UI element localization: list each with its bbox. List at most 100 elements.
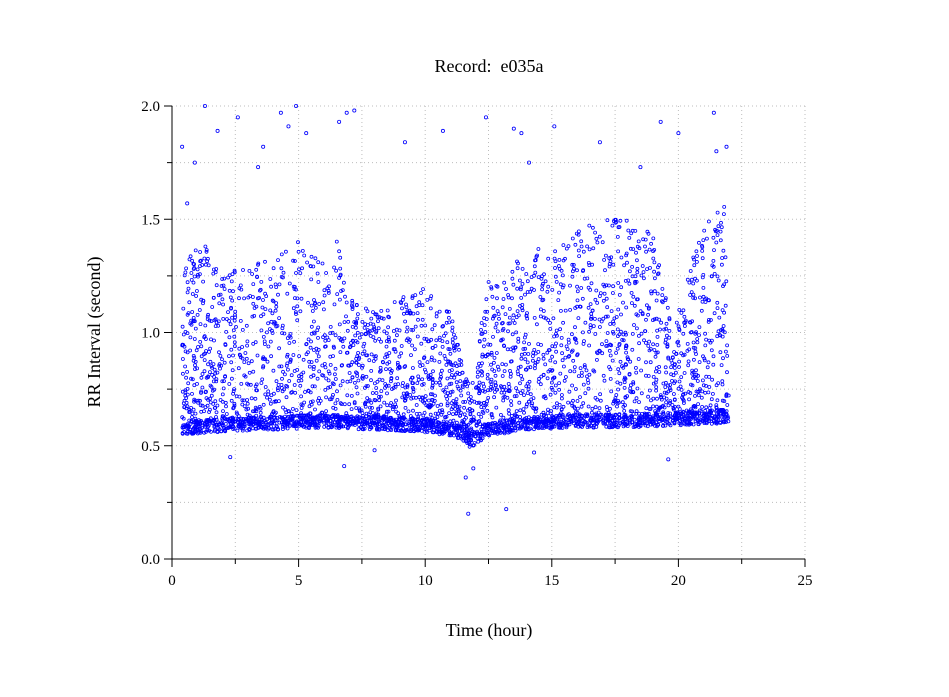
data-point	[298, 383, 303, 388]
data-point	[670, 403, 675, 407]
data-point	[554, 279, 559, 284]
data-point	[494, 405, 499, 410]
data-point	[709, 410, 714, 414]
data-point	[338, 350, 343, 355]
data-point	[630, 228, 635, 233]
data-point	[583, 419, 587, 424]
data-point	[221, 316, 226, 321]
data-point	[489, 286, 494, 291]
outlier-point	[286, 124, 291, 129]
data-point	[193, 326, 198, 331]
data-point	[557, 402, 562, 407]
data-point	[301, 418, 306, 423]
data-point	[414, 422, 419, 427]
data-point	[503, 312, 508, 317]
data-point	[617, 225, 622, 229]
data-point	[371, 322, 376, 327]
data-point	[721, 324, 726, 328]
data-point	[662, 416, 667, 421]
data-point	[651, 256, 656, 261]
data-point	[669, 365, 673, 370]
data-point	[510, 296, 514, 301]
data-point	[240, 345, 245, 349]
data-point	[511, 313, 516, 318]
data-point	[312, 415, 317, 420]
data-point	[567, 340, 571, 345]
data-point	[269, 284, 274, 289]
data-point	[326, 290, 331, 295]
data-point	[674, 411, 678, 416]
data-point	[267, 397, 272, 402]
data-point	[550, 287, 555, 292]
data-point	[515, 259, 519, 264]
data-point	[482, 405, 487, 410]
data-point	[454, 424, 459, 429]
data-point	[246, 295, 251, 300]
data-point	[378, 404, 383, 409]
data-point	[721, 408, 725, 413]
data-point	[428, 372, 433, 377]
data-point	[536, 357, 541, 362]
data-point	[509, 399, 513, 404]
data-point	[694, 249, 699, 254]
data-point	[397, 415, 402, 420]
data-point	[494, 321, 499, 326]
data-point	[354, 360, 359, 365]
data-point	[350, 324, 355, 329]
data-point	[701, 294, 706, 299]
data-point	[263, 259, 267, 264]
data-point	[516, 339, 521, 344]
data-point	[619, 285, 624, 290]
data-point	[306, 388, 311, 393]
data-point	[232, 419, 237, 424]
data-point	[216, 293, 221, 298]
data-point	[573, 306, 578, 310]
data-point	[232, 270, 237, 275]
data-point	[227, 273, 232, 278]
data-point	[383, 382, 388, 386]
data-point	[451, 363, 456, 368]
data-point	[380, 422, 385, 427]
data-point	[252, 409, 257, 414]
data-point	[453, 402, 458, 407]
data-point	[582, 339, 586, 344]
data-point	[620, 337, 625, 342]
data-point	[413, 324, 418, 329]
data-point	[261, 298, 265, 302]
data-point	[691, 404, 696, 409]
data-point	[248, 382, 253, 387]
data-point	[661, 381, 666, 386]
data-point	[268, 308, 273, 313]
data-point	[516, 336, 521, 341]
data-point	[374, 312, 379, 317]
data-point	[263, 385, 268, 389]
data-point	[345, 413, 350, 418]
data-point	[711, 258, 716, 263]
data-point	[654, 369, 658, 374]
data-point	[600, 240, 605, 245]
data-point	[345, 415, 350, 420]
data-point	[546, 284, 551, 289]
data-point	[520, 308, 525, 313]
data-point	[302, 400, 307, 405]
data-point	[236, 414, 241, 419]
data-point	[629, 383, 633, 388]
data-point	[310, 399, 315, 404]
data-point	[218, 353, 223, 358]
data-point	[416, 317, 420, 322]
data-point	[287, 341, 292, 345]
data-point	[681, 353, 685, 358]
data-point	[670, 361, 675, 366]
data-point	[535, 322, 539, 327]
data-point	[419, 421, 424, 425]
data-point	[607, 425, 611, 430]
data-point	[194, 419, 199, 424]
data-point	[327, 397, 332, 402]
data-point	[472, 441, 477, 445]
data-point	[521, 407, 526, 412]
data-point	[598, 398, 603, 403]
data-point	[271, 368, 276, 373]
data-point	[706, 319, 711, 324]
data-point	[212, 423, 217, 428]
data-point	[433, 411, 438, 416]
